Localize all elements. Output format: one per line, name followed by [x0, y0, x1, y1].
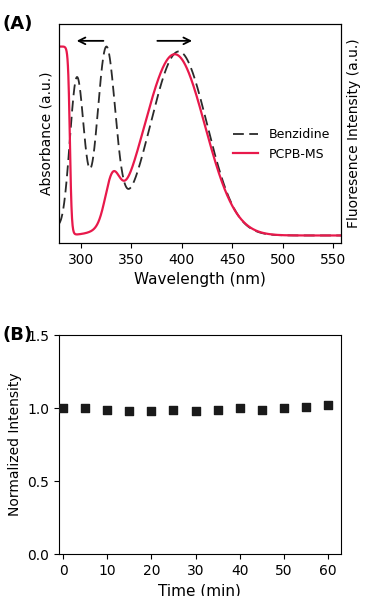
Point	[281, 403, 287, 413]
Y-axis label: Fluoresence Intensity (a.u.): Fluoresence Intensity (a.u.)	[347, 39, 361, 228]
Point	[303, 402, 309, 411]
Point	[60, 403, 66, 413]
Point	[325, 401, 331, 410]
X-axis label: Time (min): Time (min)	[158, 583, 241, 596]
Point	[82, 403, 88, 413]
Point	[214, 405, 221, 414]
Text: (A): (A)	[2, 15, 33, 33]
X-axis label: Wavelength (nm): Wavelength (nm)	[134, 272, 266, 287]
Point	[126, 406, 132, 416]
Point	[192, 406, 199, 416]
Point	[148, 406, 154, 416]
Point	[104, 405, 111, 414]
Y-axis label: Normalized Intensity: Normalized Intensity	[7, 373, 22, 517]
Legend: Benzidine, PCPB-MS: Benzidine, PCPB-MS	[229, 123, 335, 166]
Point	[170, 405, 176, 414]
Text: (B): (B)	[2, 327, 33, 344]
Y-axis label: Absorbance (a.u.): Absorbance (a.u.)	[39, 72, 53, 195]
Point	[259, 405, 265, 414]
Point	[236, 403, 243, 413]
